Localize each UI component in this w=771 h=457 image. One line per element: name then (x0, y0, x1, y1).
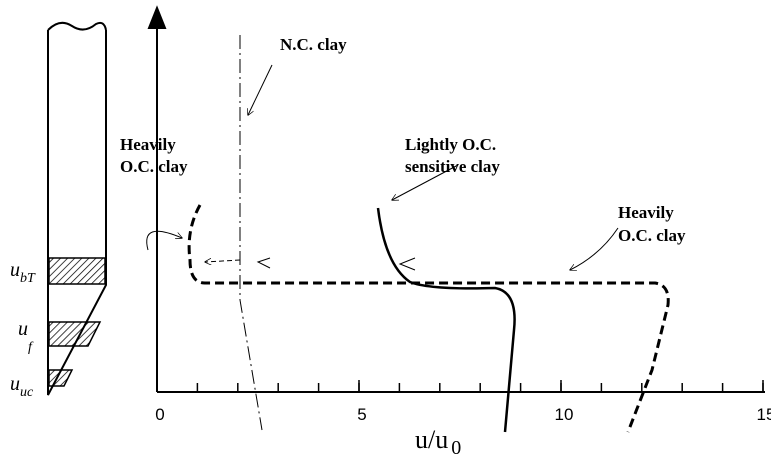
cone-label-sub: f (28, 340, 34, 355)
heavily-oc-left-label: O.C. clay (120, 157, 188, 176)
cone-label: uf (18, 318, 34, 355)
cone (47, 21, 107, 396)
tick-label: 10 (555, 405, 574, 424)
x-ticks: 0 5 10 15 (155, 380, 771, 424)
cone-label-main: u (18, 318, 28, 340)
cone-label-sub: uc (20, 385, 34, 400)
tick-label: 15 (757, 405, 771, 424)
cone-label-main: u (10, 373, 20, 395)
tick-label: 0 (155, 405, 164, 424)
lightly-oc-label: sensitive clay (405, 157, 500, 176)
curves (187, 35, 670, 433)
axis-label: u/u 0 (415, 425, 461, 457)
cone-label: ubT (10, 259, 36, 286)
axis-label-sub: 0 (451, 437, 461, 457)
annotations: N.C. clay Heavily O.C. clay Lightly O.C.… (120, 35, 686, 245)
cone-label-sub: bT (20, 271, 36, 286)
nc-clay-label: N.C. clay (280, 35, 347, 54)
axes (147, 5, 765, 393)
heavily-oc-right-label: O.C. clay (618, 226, 686, 245)
axis-label-main: u/u (415, 425, 448, 454)
cone-label-main: u (10, 259, 20, 281)
heavily-oc-right-label: Heavily (618, 203, 674, 222)
heavily-oc-left-label: Heavily (120, 135, 176, 154)
cone-label: uuc (10, 373, 34, 400)
tick-label: 5 (357, 405, 366, 424)
leaders (146, 64, 619, 270)
lightly-oc-label: Lightly O.C. (405, 135, 496, 154)
